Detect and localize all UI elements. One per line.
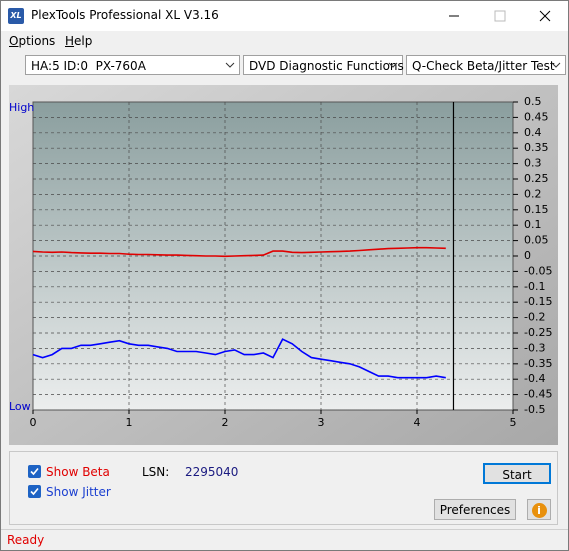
y-tick-label: 0.45: [524, 110, 549, 123]
y-tick-label: 0.2: [524, 187, 542, 200]
chevron: [225, 62, 235, 68]
high-label: High: [9, 101, 34, 114]
y-tick-label: 0.1: [524, 218, 542, 231]
function-select[interactable]: DVD Diagnostic Functions: [243, 55, 404, 75]
chart: High Low 0.50.450.40.350.30.250.20.150.1…: [9, 85, 558, 445]
drive-select[interactable]: HA:5 ID:0 PX-760A: [25, 55, 240, 75]
y-tick-label: -0.35: [524, 357, 552, 370]
x-tick-label: 5: [510, 416, 517, 429]
jitter-checkbox[interactable]: [28, 485, 41, 498]
close[interactable]: [539, 10, 551, 22]
menu-help[interactable]: Help: [65, 34, 93, 48]
chevron: [551, 62, 561, 68]
y-tick-label: -0.3: [524, 341, 545, 354]
y-tick-label: -0.5: [524, 403, 545, 416]
show-jitter-label[interactable]: Show Jitter: [46, 485, 111, 499]
y-tick-label: -0.05: [524, 264, 552, 277]
app-icon: XL: [8, 8, 24, 24]
x-tick-label: 4: [414, 416, 421, 429]
menu-options[interactable]: Options: [9, 34, 56, 48]
x-tick-label: 1: [126, 416, 133, 429]
show-beta-label[interactable]: Show Beta: [46, 465, 110, 479]
y-tick-label: 0: [524, 249, 531, 262]
y-tick-label: 0.15: [524, 203, 549, 216]
y-tick-label: -0.4: [524, 372, 545, 385]
y-tick-label: 0.4: [524, 126, 542, 139]
lsn-value: 2295040: [185, 465, 239, 479]
controls-panel: Show Beta Show Jitter LSN: 2295040 Start…: [9, 451, 558, 525]
info-icon: i: [531, 503, 547, 518]
x-tick-label: 2: [222, 416, 229, 429]
lsn-label: LSN:: [142, 465, 170, 479]
drive-text: HA:5 ID:0 PX-760A: [31, 59, 146, 73]
maximize[interactable]: [494, 10, 506, 22]
y-tick-label: -0.2: [524, 311, 545, 324]
start-button[interactable]: Start: [483, 463, 551, 484]
y-tick-label: 0.05: [524, 234, 549, 247]
series-line: [32, 338, 446, 379]
test-select[interactable]: Q-Check Beta/Jitter Test: [406, 55, 566, 75]
chevron: [388, 62, 398, 68]
y-tick-label: 0.5: [524, 95, 542, 108]
y-tick-label: -0.45: [524, 388, 552, 401]
preferences-button[interactable]: Preferences: [434, 499, 516, 520]
y-tick-label: -0.25: [524, 326, 552, 339]
y-tick-label: 0.35: [524, 141, 549, 154]
test-text: Q-Check Beta/Jitter Test: [412, 59, 555, 73]
title-bar: XL PlexTools Professional XL V3.16: [1, 1, 568, 31]
series-line: [32, 246, 446, 258]
y-tick-label: 0.25: [524, 172, 549, 185]
status-bar: Ready: [1, 529, 568, 551]
y-tick-label: -0.1: [524, 280, 545, 293]
info-button[interactable]: i: [527, 499, 551, 520]
y-tick-label: -0.15: [524, 295, 552, 308]
window-buttons[interactable]: [441, 1, 568, 31]
low-label: Low: [9, 400, 31, 413]
window-title: PlexTools Professional XL V3.16: [31, 8, 219, 22]
x-tick-label: 3: [318, 416, 325, 429]
status-text: Ready: [7, 533, 45, 547]
function-text: DVD Diagnostic Functions: [249, 59, 404, 73]
beta-checkbox[interactable]: [28, 465, 41, 478]
y-tick-label: 0.3: [524, 157, 542, 170]
x-tick-label: 0: [30, 416, 37, 429]
